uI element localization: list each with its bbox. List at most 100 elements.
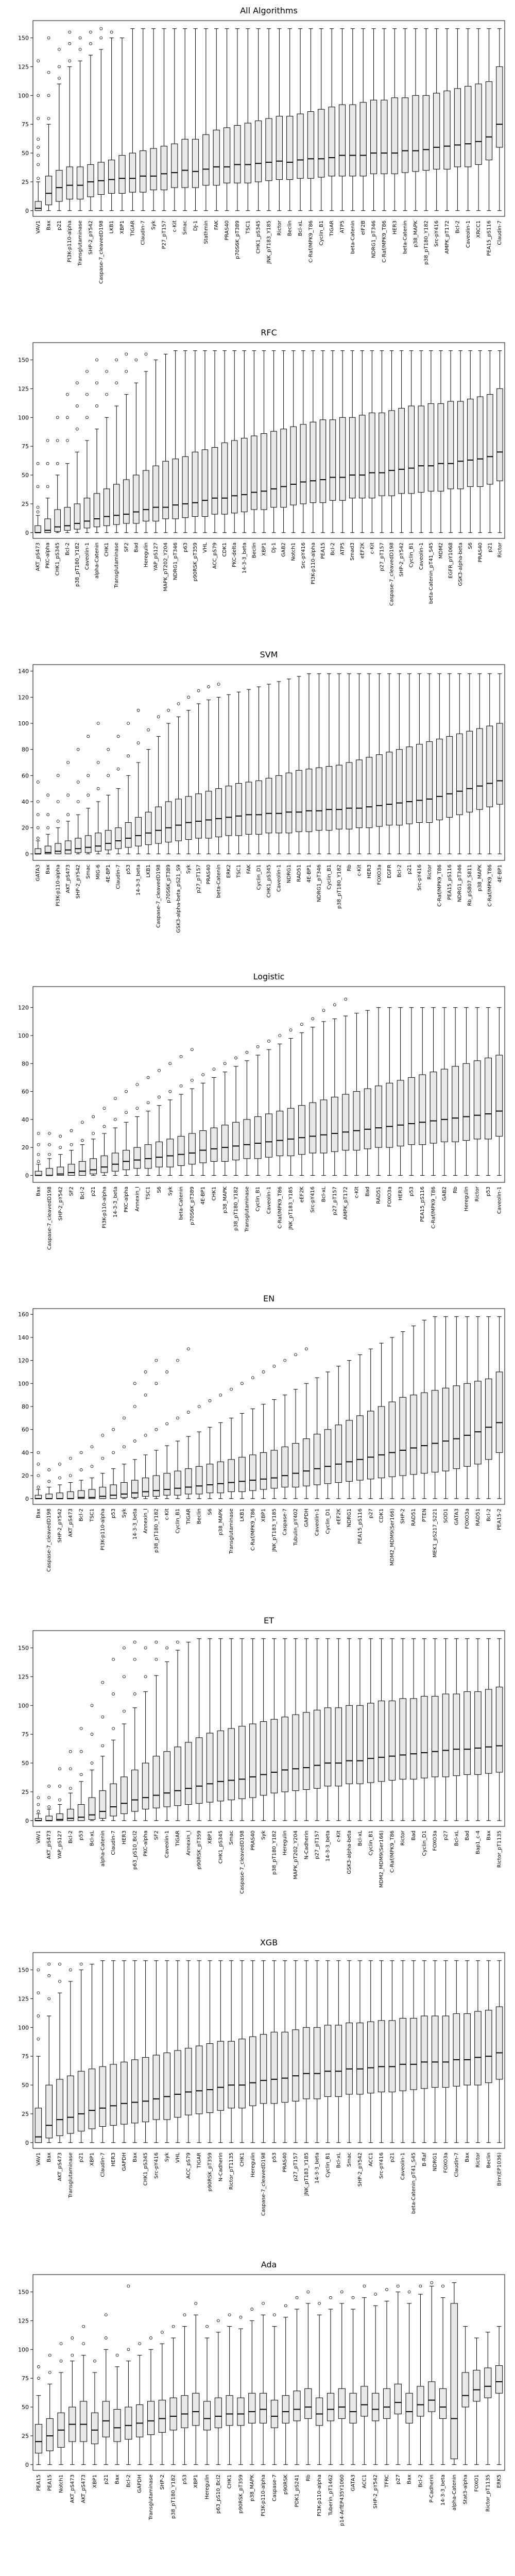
flier-point — [68, 59, 72, 63]
category-label: 14-3-3_beta — [440, 2475, 446, 2505]
category-label: ACC1 — [362, 2475, 367, 2488]
flier-point — [68, 1968, 72, 1972]
category-label: Bax — [407, 2475, 413, 2484]
box — [182, 456, 189, 518]
flier-point — [105, 393, 109, 396]
category-label: Bcl-xL — [454, 1831, 459, 1846]
category-label: PKC-alpha — [45, 543, 51, 568]
box — [185, 1468, 192, 1495]
category-label: Notch1 — [291, 543, 297, 561]
category-label: DJ-1 — [271, 543, 277, 553]
category-label: p70S6K_pT389 — [166, 865, 171, 903]
category-label: Syk — [164, 2153, 170, 2162]
category-label: p38_MAPK — [222, 1187, 228, 1214]
category-label: LKB1 — [146, 865, 151, 877]
flier-point — [112, 1727, 115, 1730]
category-label: Caveolin-1 — [266, 1187, 272, 1214]
flier-point — [76, 748, 80, 751]
y-tick-label: 20 — [22, 825, 29, 832]
box — [217, 2041, 225, 2111]
flier-point — [47, 117, 50, 120]
flier-point — [136, 708, 140, 712]
box — [147, 2401, 155, 2435]
category-label: Cyclin_B1 — [368, 1831, 374, 1856]
box — [495, 1687, 503, 1773]
flier-point — [205, 2325, 209, 2328]
flier-point — [197, 689, 200, 692]
category-label: PI3K-p110-alpha — [100, 1509, 106, 1550]
box — [169, 2397, 177, 2431]
category-label: beta-Catenin — [350, 221, 356, 254]
box — [145, 811, 152, 845]
box — [121, 1776, 128, 1814]
y-tick-label: 150 — [18, 35, 29, 42]
y-tick-label: 20 — [22, 1144, 29, 1151]
category-label: TSC1 — [245, 221, 251, 234]
box — [309, 1102, 317, 1154]
category-label: Caveolin-1 — [466, 221, 471, 248]
panel-title: XGB — [260, 1938, 278, 1947]
box — [249, 1454, 256, 1491]
y-tick-label: 0 — [25, 1496, 29, 1502]
box — [431, 1696, 439, 1777]
flier-point — [47, 1796, 51, 1800]
flier-point — [113, 1097, 117, 1100]
box — [436, 738, 443, 820]
box — [97, 162, 105, 195]
box — [245, 782, 252, 835]
flier-point — [99, 27, 103, 30]
category-label: p14-ArfEP435Y1060 — [339, 2475, 345, 2526]
category-label: Smac — [229, 1831, 234, 1845]
category-label: eIF2B — [360, 221, 366, 235]
box — [131, 1769, 139, 1812]
flier-point — [374, 2293, 377, 2296]
box — [292, 1714, 299, 1791]
flier-point — [37, 138, 40, 141]
category-label: Heregulin — [143, 543, 149, 567]
flier-point — [344, 997, 348, 1001]
flier-point — [56, 820, 60, 823]
category-label: p90RSK_pT359 — [193, 543, 198, 581]
flier-point — [68, 1787, 72, 1790]
category-label: HER3 — [392, 221, 398, 234]
flier-point — [104, 2336, 108, 2340]
panel-title: EN — [263, 1294, 274, 1303]
flier-point — [82, 2325, 85, 2328]
box — [485, 2010, 492, 2083]
panel-2: SVM 0 20 40 60 80 100 120 140 GATA3 Bax PI3K-p110-a… — [18, 650, 505, 933]
y-tick-label: 25 — [22, 2433, 29, 2439]
category-label: Bcl-2 — [397, 865, 402, 877]
box — [399, 1397, 406, 1476]
category-label: Caspase-7_cleavedD198 — [46, 1509, 52, 1572]
y-tick-label: 125 — [18, 2317, 29, 2324]
category-label: p90RSK_pT359 — [238, 2475, 244, 2513]
category-label: YAP_pS127 — [153, 543, 159, 571]
flier-point — [107, 774, 110, 777]
category-label: Notch1 — [59, 2475, 64, 2493]
box — [346, 1420, 353, 1482]
flier-point — [167, 708, 170, 712]
category-label: PI3K-p110-alpha — [311, 543, 316, 584]
category-label: beta-Catenin_pT41_S45 — [428, 543, 434, 604]
category-label: B-Raf — [422, 2153, 427, 2166]
box — [386, 1082, 393, 1148]
box — [375, 1086, 382, 1148]
flier-point — [115, 381, 118, 385]
box — [195, 1466, 203, 1495]
flier-point — [58, 1462, 61, 1466]
box — [388, 1700, 396, 1781]
box — [192, 2393, 200, 2426]
box — [77, 1804, 85, 1821]
box — [292, 1443, 299, 1487]
flier-point — [37, 1810, 40, 1813]
category-label: Transglutaminase — [148, 2475, 154, 2520]
flier-point — [207, 685, 210, 688]
category-label: Bcl-2 — [80, 1187, 85, 1199]
category-label: EGFR_pY1068 — [448, 543, 454, 579]
box — [56, 1493, 63, 1499]
flier-point — [37, 1160, 40, 1163]
category-label: p38_pT180_Y182 — [423, 221, 429, 265]
flier-point — [107, 748, 110, 751]
box — [335, 2025, 342, 2097]
category-label: 4E-BP1 — [106, 865, 111, 883]
